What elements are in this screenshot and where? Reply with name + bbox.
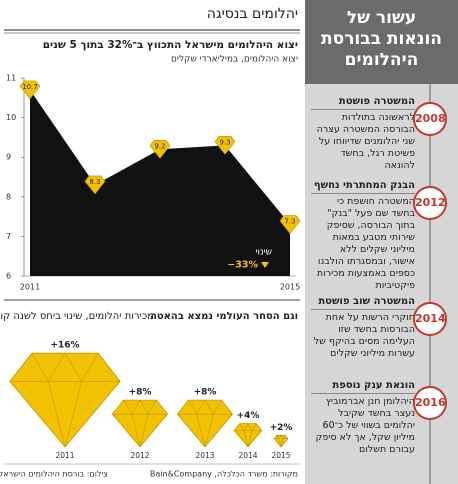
x-tick-label: 2015 bbox=[271, 451, 290, 460]
timeline-title-line: היהלומים bbox=[344, 50, 419, 70]
y-tick-label: 10 bbox=[6, 113, 16, 122]
chart-title: וגם הסחר העולמי נמצא בהאטה bbox=[150, 311, 298, 322]
x-tick-label: 2014 bbox=[238, 451, 257, 460]
x-tick-label: 2011 bbox=[20, 283, 40, 292]
event-text: היהלומן חנן אברמוביץ נעצר בחשד שקיבל יהל… bbox=[315, 396, 415, 455]
data-label: +8% bbox=[129, 388, 152, 398]
area bbox=[30, 89, 290, 276]
x-tick-label: 2013 bbox=[195, 451, 214, 460]
marker bbox=[149, 139, 171, 159]
marker bbox=[279, 215, 301, 235]
x-tick-label: 2015 bbox=[280, 283, 300, 292]
sources: מקורות: משרד הכלכלה, Bain&Company bbox=[150, 470, 298, 479]
data-label: +2% bbox=[270, 423, 293, 433]
event-text: לראשונה בתולדות הבורסה המשטרה עצרה שני י… bbox=[316, 112, 415, 171]
event-headline: המשטרה שוב פושטת bbox=[311, 296, 415, 310]
y-tick-label: 8 bbox=[6, 192, 11, 201]
diamond-facets bbox=[274, 434, 288, 448]
event: המשטרה שוב פושטת חוקרי הרשות על אחת הבורס… bbox=[311, 296, 415, 360]
annotation-arrow bbox=[261, 262, 269, 268]
event-year: 2016 bbox=[413, 386, 447, 420]
data-label: +16% bbox=[50, 341, 79, 351]
marker bbox=[214, 136, 236, 155]
timeline-title: עשור של הונאות בבורסת היהלומים bbox=[305, 0, 458, 84]
chart-title: וגם הסחר העולמי נמצא בהאטהמכירות יהלומים… bbox=[0, 311, 298, 322]
data-label: 9.2 bbox=[154, 142, 165, 150]
data-label: +8% bbox=[194, 388, 217, 398]
data-label: 8.3 bbox=[89, 178, 100, 186]
diamond-facets bbox=[177, 399, 233, 448]
annotation-title: שינוי bbox=[256, 248, 272, 258]
diamond bbox=[111, 399, 169, 448]
credit: צילום: בורסת היהלומים הישראלית bbox=[0, 470, 108, 479]
timeline-panel: עשור של הונאות בבורסת היהלומים המשטרה פושט… bbox=[305, 0, 458, 484]
event-text: המשטרה חושפת כי בחשד שם פעל "בנק" בתוך ה… bbox=[316, 196, 415, 291]
data-label: 7.3 bbox=[284, 218, 295, 226]
diamond bbox=[273, 434, 289, 448]
timeline-title-line: עשור של bbox=[346, 8, 417, 28]
x-tick-label: 2011 bbox=[55, 451, 74, 460]
y-tick-label: 6 bbox=[6, 272, 11, 281]
event: המשטרה פושטת לראשונה בתולדות הבורסה המשטר… bbox=[311, 96, 415, 172]
marker bbox=[84, 175, 106, 195]
y-tick-label: 11 bbox=[6, 74, 16, 83]
diamond bbox=[9, 352, 121, 448]
event-year: 2014 bbox=[413, 302, 447, 336]
event-headline: הונאת ענק נוספת bbox=[311, 380, 415, 394]
event-year: 2008 bbox=[413, 102, 447, 136]
event-text: חוקרי הרשות על אחת הבורסות בחשד שזו העלי… bbox=[313, 312, 415, 359]
diamond bbox=[233, 423, 263, 448]
chart-subtitle: מכירות יהלומים, שינוי ביחס לשנה קודמת bbox=[0, 311, 154, 322]
data-label: 10.7 bbox=[22, 83, 38, 91]
y-tick-label: 9 bbox=[6, 153, 11, 162]
charts: יהלומים בנסיגה יצוא היהלומים מישראל התכו… bbox=[0, 6, 301, 479]
event-headline: הבנק המחתרתי נחשף bbox=[311, 180, 415, 194]
event: הבנק המחתרתי נחשף המשטרה חושפת כי בחשד שם… bbox=[311, 180, 415, 292]
diamond bbox=[176, 399, 234, 448]
x-tick-label: 2012 bbox=[130, 451, 149, 460]
diamond-facets bbox=[9, 352, 121, 448]
timeline-title-line: הונאות בבורסת bbox=[321, 29, 442, 49]
annotation-value: −33% bbox=[227, 260, 258, 271]
event-year: 2012 bbox=[413, 186, 447, 220]
data-label: +4% bbox=[237, 411, 260, 421]
data-label: 9.3 bbox=[219, 138, 230, 146]
diamond-facets bbox=[234, 423, 262, 448]
diamond-facets bbox=[112, 399, 168, 448]
chart-title: יהלומים בנסיגה bbox=[207, 6, 298, 22]
y-axis-label: יצוא היהלומים, במיליארדי שקלים bbox=[171, 55, 298, 65]
event: הונאת ענק נוספת היהלומן חנן אברמוביץ נעצר… bbox=[311, 380, 415, 456]
event-headline: המשטרה פושטת bbox=[311, 96, 415, 110]
y-tick-label: 7 bbox=[6, 232, 11, 241]
timeline-line bbox=[429, 84, 431, 484]
marker bbox=[19, 80, 41, 100]
chart-subtitle: יצוא היהלומים מישראל התכווץ ב־32% בתוך 5… bbox=[43, 39, 298, 51]
